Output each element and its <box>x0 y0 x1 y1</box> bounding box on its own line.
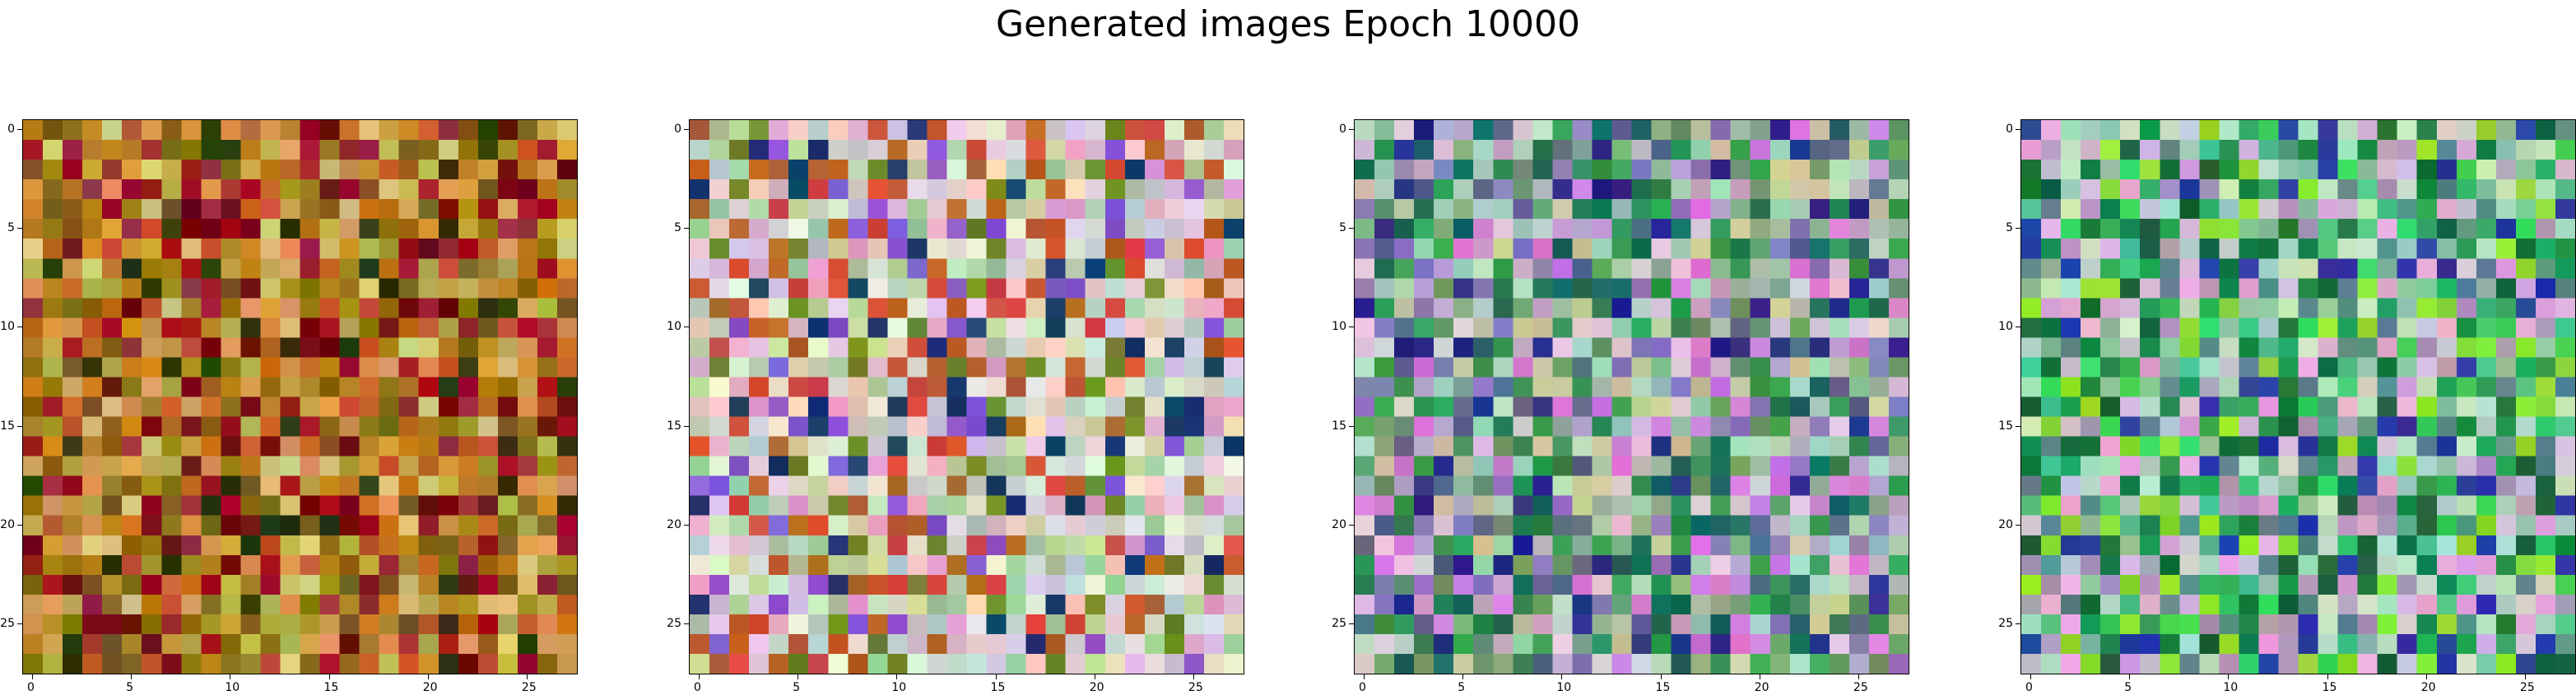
y-tick-label: 20 <box>1998 517 2013 531</box>
image-canvas <box>1354 119 1909 674</box>
y-tick-mark <box>17 425 22 427</box>
generated-image-1: 0 5 10 15 20 25 0 5 10 15 20 25 <box>0 119 578 693</box>
x-tick-label: 10 <box>1556 681 1572 694</box>
y-tick-label: 15 <box>1998 419 2013 433</box>
x-tick-mark <box>995 674 997 679</box>
y-tick-label: 5 <box>2006 221 2013 235</box>
x-tick-mark <box>2425 674 2427 679</box>
x-tick-label: 25 <box>2519 681 2535 694</box>
x-tick-mark <box>1660 674 1662 679</box>
x-tick-label: 20 <box>422 681 438 694</box>
x-tick-mark <box>2030 674 2032 679</box>
image-canvas <box>22 119 578 674</box>
x-tick-label: 0 <box>27 681 35 694</box>
x-tick-label: 10 <box>2223 681 2239 694</box>
y-tick-label: 10 <box>1332 320 1346 334</box>
y-tick-label: 25 <box>0 616 15 630</box>
y-tick-mark <box>2016 524 2020 526</box>
y-tick-label: 20 <box>667 517 681 531</box>
y-tick-mark <box>2016 623 2020 624</box>
y-tick-label: 5 <box>7 221 15 235</box>
x-tick-label: 5 <box>126 681 134 694</box>
x-tick-label: 15 <box>1655 681 1671 694</box>
figure-title: Generated images Epoch 10000 <box>995 3 1581 45</box>
x-tick-label: 25 <box>1188 681 1203 694</box>
x-tick-mark <box>1193 674 1194 679</box>
x-tick-mark <box>797 674 799 679</box>
y-tick-mark <box>1349 425 1354 427</box>
y-tick-label: 0 <box>7 123 15 137</box>
x-tick-label: 20 <box>1089 681 1104 694</box>
y-tick-mark <box>2016 425 2020 427</box>
y-tick-mark <box>684 228 689 229</box>
y-tick-mark <box>684 623 689 624</box>
y-tick-label: 15 <box>667 419 681 433</box>
y-tick-label: 20 <box>0 517 15 531</box>
y-tick-label: 10 <box>1998 320 2013 334</box>
x-tick-label: 5 <box>1458 681 1466 694</box>
y-tick-label: 5 <box>674 221 681 235</box>
y-tick-mark <box>17 129 22 131</box>
x-tick-mark <box>699 674 700 679</box>
x-tick-label: 0 <box>2025 681 2033 694</box>
x-tick-mark <box>328 674 330 679</box>
x-tick-mark <box>2524 674 2526 679</box>
x-tick-mark <box>131 674 133 679</box>
y-tick-mark <box>17 524 22 526</box>
generated-image-3: 0 5 10 15 20 25 0 5 10 15 20 25 <box>1332 119 1909 693</box>
x-tick-label: 0 <box>694 681 701 694</box>
y-tick-mark <box>17 623 22 624</box>
y-tick-label: 0 <box>674 123 681 137</box>
y-tick-mark <box>2016 228 2020 229</box>
x-tick-mark <box>1462 674 1464 679</box>
x-tick-label: 20 <box>2420 681 2436 694</box>
x-tick-mark <box>1561 674 1563 679</box>
x-tick-label: 25 <box>1853 681 1868 694</box>
x-tick-mark <box>526 674 528 679</box>
generated-image-4: 0 5 10 15 20 25 0 5 10 15 20 25 <box>1998 119 2576 693</box>
y-tick-mark <box>1349 228 1354 229</box>
y-tick-label: 15 <box>0 419 15 433</box>
y-tick-label: 10 <box>667 320 681 334</box>
y-tick-mark <box>2016 129 2020 131</box>
image-canvas <box>2020 119 2576 674</box>
x-tick-mark <box>1364 674 1365 679</box>
y-tick-mark <box>1349 623 1354 624</box>
y-tick-label: 25 <box>1332 616 1346 630</box>
x-tick-label: 20 <box>1754 681 1769 694</box>
y-tick-label: 25 <box>667 616 681 630</box>
y-tick-mark <box>684 129 689 131</box>
x-tick-mark <box>896 674 898 679</box>
y-tick-label: 20 <box>1332 517 1346 531</box>
y-tick-mark <box>684 425 689 427</box>
x-tick-label: 15 <box>990 681 1006 694</box>
x-tick-mark <box>2228 674 2230 679</box>
x-tick-label: 25 <box>521 681 537 694</box>
x-tick-label: 10 <box>225 681 240 694</box>
x-tick-label: 15 <box>2322 681 2337 694</box>
x-tick-mark <box>427 674 429 679</box>
y-tick-mark <box>684 524 689 526</box>
y-tick-label: 25 <box>1998 616 2013 630</box>
x-tick-label: 0 <box>1359 681 1366 694</box>
x-tick-mark <box>32 674 34 679</box>
generated-image-2: 0 5 10 15 20 25 0 5 10 15 20 25 <box>667 119 1244 693</box>
x-tick-label: 5 <box>2124 681 2132 694</box>
x-tick-label: 10 <box>891 681 907 694</box>
x-tick-label: 15 <box>323 681 339 694</box>
y-tick-mark <box>17 228 22 229</box>
x-tick-mark <box>2327 674 2328 679</box>
x-tick-label: 5 <box>793 681 801 694</box>
x-tick-mark <box>1858 674 1859 679</box>
y-tick-label: 15 <box>1332 419 1346 433</box>
x-tick-mark <box>2129 674 2131 679</box>
image-canvas <box>689 119 1244 674</box>
y-tick-label: 10 <box>0 320 15 334</box>
y-tick-mark <box>1349 524 1354 526</box>
y-tick-label: 5 <box>1339 221 1346 235</box>
y-tick-label: 0 <box>1339 123 1346 137</box>
y-tick-mark <box>1349 129 1354 131</box>
y-tick-label: 0 <box>2006 123 2013 137</box>
